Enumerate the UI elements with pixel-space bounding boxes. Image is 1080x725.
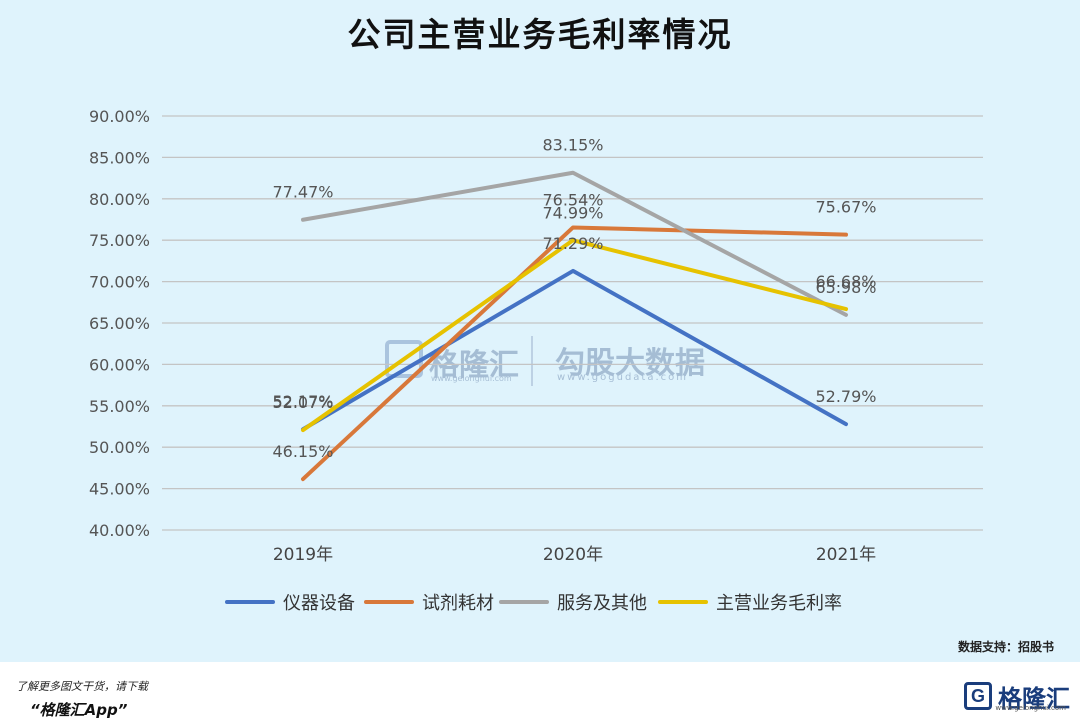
x-tick-label: 2020年 bbox=[543, 545, 603, 565]
y-tick-label: 60.00% bbox=[89, 355, 150, 374]
legend-label: 仪器设备 bbox=[283, 593, 355, 614]
y-tick-label: 40.00% bbox=[89, 521, 150, 540]
legend-label: 主营业务毛利率 bbox=[716, 593, 842, 614]
data-label: 52.07% bbox=[272, 393, 333, 412]
legend-label: 试剂耗材 bbox=[422, 593, 494, 614]
data-source: 数据支持：招股书 bbox=[957, 640, 1054, 654]
chart-title: 公司主营业务毛利率情况 bbox=[347, 15, 733, 54]
brand[interactable]: G 格隆汇 bbox=[964, 676, 1070, 716]
brand-url: www.gelonghui.com bbox=[995, 704, 1066, 712]
series-line-3 bbox=[301, 170, 848, 317]
data-label: 66.68% bbox=[815, 272, 876, 291]
data-label: 77.47% bbox=[272, 183, 333, 202]
legend-label: 服务及其他 bbox=[557, 593, 647, 614]
chart-panel bbox=[0, 0, 1080, 662]
watermark-left-name: 格隆汇 bbox=[429, 348, 519, 383]
y-tick-label: 80.00% bbox=[89, 190, 150, 209]
series-line-1 bbox=[301, 268, 848, 432]
watermark-right-name: 勾股大数据 bbox=[555, 346, 705, 381]
gelonghui-logo-icon: G bbox=[964, 682, 992, 710]
y-tick-label: 50.00% bbox=[89, 438, 150, 457]
series-line-4 bbox=[301, 238, 848, 433]
data-label: 46.15% bbox=[272, 442, 333, 461]
footer-app-name[interactable]: “格隆汇App” bbox=[30, 701, 128, 719]
data-label: 74.99% bbox=[542, 203, 603, 222]
data-label: 75.67% bbox=[815, 198, 876, 217]
data-label: 65.98% bbox=[815, 278, 876, 297]
line-chart: 40.00% 45.00% 50.00% 55.00% 60.00% 65.00% 70.0… bbox=[89, 107, 983, 614]
y-tick-label: 75.00% bbox=[89, 231, 150, 250]
y-tick-label: 65.00% bbox=[89, 314, 150, 333]
watermark-right-url: www.gogudata.com bbox=[557, 372, 689, 383]
y-tick-label: 55.00% bbox=[89, 397, 150, 416]
footer-download-text: 了解更多图文干货，请下载 bbox=[16, 680, 148, 693]
data-label: 52.79% bbox=[815, 387, 876, 406]
x-tick-label: 2021年 bbox=[816, 545, 876, 565]
x-tick-label: 2019年 bbox=[273, 545, 333, 565]
y-tick-label: 70.00% bbox=[89, 273, 150, 292]
data-label: 71.29% bbox=[542, 234, 603, 253]
y-tick-label: 45.00% bbox=[89, 480, 150, 499]
y-tick-label: 90.00% bbox=[89, 107, 150, 126]
brand-name: 格隆汇 bbox=[998, 684, 1070, 713]
series-line-2 bbox=[301, 225, 848, 482]
watermark-divider bbox=[531, 336, 533, 386]
data-label: 52.17% bbox=[272, 392, 333, 411]
data-label: 83.15% bbox=[542, 136, 603, 155]
data-label: 76.54% bbox=[542, 190, 603, 209]
watermark-left-url: www.gelonghui.com bbox=[431, 374, 512, 383]
y-tick-label: 85.00% bbox=[89, 148, 150, 167]
